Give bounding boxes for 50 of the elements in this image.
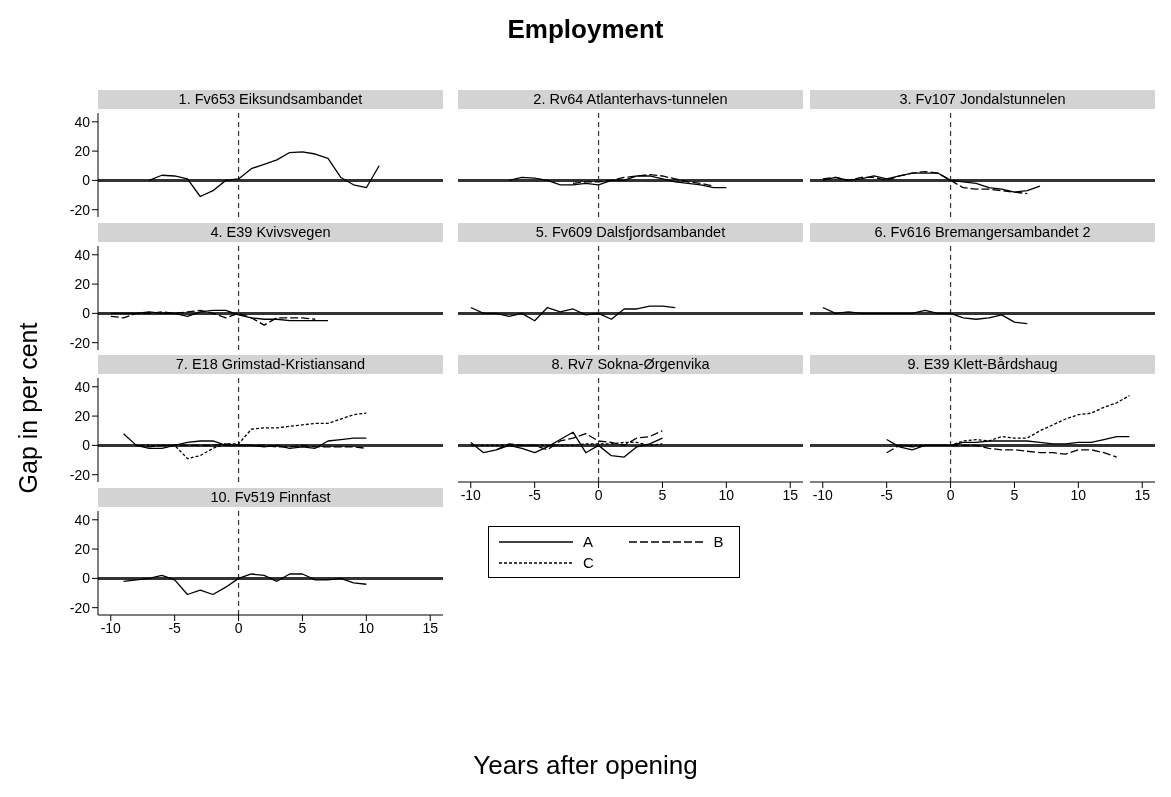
y-tick-label: 40 bbox=[74, 246, 91, 263]
x-tick-label: -5 bbox=[168, 619, 182, 636]
x-tick-label: 5 bbox=[298, 619, 307, 636]
x-tick-label: 15 bbox=[782, 486, 799, 503]
x-tick-label: 5 bbox=[1010, 486, 1019, 503]
y-tick-label: 20 bbox=[74, 408, 91, 425]
x-tick-label: 15 bbox=[1134, 486, 1151, 503]
y-tick-label: 0 bbox=[82, 570, 91, 587]
chart-title: 1. Fv653 Eiksundsambandet bbox=[98, 90, 443, 109]
x-tick-label: 10 bbox=[358, 619, 375, 636]
y-axis-title: Gap in per cent bbox=[13, 322, 43, 494]
y-tick-label: 20 bbox=[74, 541, 91, 558]
y-tick-label: -20 bbox=[69, 334, 91, 351]
chart-title: 3. Fv107 Jondalstunnelen bbox=[810, 90, 1155, 109]
x-tick-label: -10 bbox=[460, 486, 482, 503]
x-tick-label: -5 bbox=[528, 486, 542, 503]
y-tick-label: 0 bbox=[82, 172, 91, 189]
x-tick-label: 0 bbox=[594, 486, 603, 503]
y-tick-label: 40 bbox=[74, 511, 91, 528]
chart-title: 9. E39 Klett-Bårdshaug bbox=[810, 355, 1155, 374]
chart-title: 5. Fv609 Dalsfjordsambandet bbox=[458, 223, 803, 242]
y-tick-label: -20 bbox=[69, 201, 91, 218]
x-tick-label: 5 bbox=[658, 486, 667, 503]
text: Employment bbox=[506, 14, 665, 45]
x-tick-label: -10 bbox=[100, 619, 122, 636]
y-tick-label: 0 bbox=[82, 437, 91, 454]
x-tick-label: 0 bbox=[234, 619, 243, 636]
y-tick-label: 40 bbox=[74, 113, 91, 130]
y-tick-label: 20 bbox=[74, 143, 91, 160]
x-tick-label: 10 bbox=[718, 486, 735, 503]
x-tick-label: 0 bbox=[946, 486, 955, 503]
x-tick-label: 10 bbox=[1070, 486, 1087, 503]
y-tick-label: -20 bbox=[69, 466, 91, 483]
chart-title: 8. Rv7 Sokna-Ørgenvika bbox=[458, 355, 803, 374]
y-tick-label: 20 bbox=[74, 276, 91, 293]
x-tick-label: -5 bbox=[880, 486, 894, 503]
legend-label: A bbox=[583, 533, 594, 550]
y-tick-label: 0 bbox=[82, 305, 91, 322]
x-axis-title: Years after opening bbox=[472, 750, 699, 781]
legend-label: C bbox=[583, 554, 594, 571]
chart-title: 10. Fv519 Finnfast bbox=[98, 488, 443, 507]
x-tick-label: -10 bbox=[812, 486, 834, 503]
chart-title: 7. E18 Grimstad-Kristiansand bbox=[98, 355, 443, 374]
y-tick-label: -20 bbox=[69, 599, 91, 616]
y-tick-label: 40 bbox=[74, 378, 91, 395]
chart-title: 6. Fv616 Bremangersambandet 2 bbox=[810, 223, 1155, 242]
legend-label: B bbox=[713, 533, 724, 550]
chart-title: 2. Rv64 Atlanterhavs-tunnelen bbox=[458, 90, 803, 109]
x-tick-label: 15 bbox=[422, 619, 439, 636]
chart-title: 4. E39 Kvivsvegen bbox=[98, 223, 443, 242]
